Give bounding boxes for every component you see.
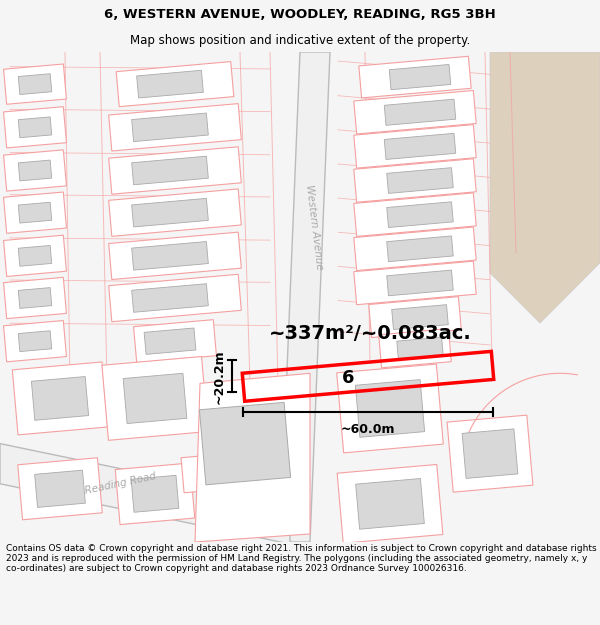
Polygon shape <box>131 476 179 512</box>
Polygon shape <box>13 362 107 435</box>
Polygon shape <box>199 402 290 485</box>
Polygon shape <box>131 156 208 185</box>
Polygon shape <box>356 479 424 529</box>
Polygon shape <box>144 328 196 354</box>
Polygon shape <box>137 70 203 98</box>
Polygon shape <box>354 193 476 236</box>
Text: 6, WESTERN AVENUE, WOODLEY, READING, RG5 3BH: 6, WESTERN AVENUE, WOODLEY, READING, RG5… <box>104 8 496 21</box>
Polygon shape <box>115 463 195 524</box>
Polygon shape <box>359 56 471 98</box>
Polygon shape <box>384 133 456 159</box>
Polygon shape <box>0 444 290 544</box>
Polygon shape <box>387 202 453 228</box>
Text: ~60.0m: ~60.0m <box>341 422 395 436</box>
Polygon shape <box>131 113 208 142</box>
Polygon shape <box>109 232 241 279</box>
Polygon shape <box>379 329 451 367</box>
Polygon shape <box>18 117 52 138</box>
Text: 6: 6 <box>342 369 354 388</box>
Polygon shape <box>384 99 456 125</box>
Polygon shape <box>18 202 52 223</box>
Polygon shape <box>280 52 330 542</box>
Polygon shape <box>109 147 241 194</box>
Polygon shape <box>109 274 241 322</box>
Polygon shape <box>397 338 443 359</box>
Polygon shape <box>116 62 234 107</box>
Polygon shape <box>392 304 448 329</box>
Polygon shape <box>387 270 453 296</box>
Polygon shape <box>18 246 52 266</box>
Text: ~20.2m: ~20.2m <box>213 349 226 404</box>
Polygon shape <box>131 241 208 270</box>
Polygon shape <box>490 52 600 323</box>
Polygon shape <box>354 227 476 271</box>
Polygon shape <box>354 159 476 202</box>
Polygon shape <box>181 454 219 493</box>
Polygon shape <box>18 160 52 181</box>
Polygon shape <box>195 373 310 542</box>
Polygon shape <box>447 415 533 492</box>
Text: Map shows position and indicative extent of the property.: Map shows position and indicative extent… <box>130 34 470 47</box>
Polygon shape <box>387 168 453 193</box>
Polygon shape <box>369 297 461 338</box>
Polygon shape <box>102 356 208 440</box>
Polygon shape <box>354 124 476 168</box>
Text: Contains OS data © Crown copyright and database right 2021. This information is : Contains OS data © Crown copyright and d… <box>6 544 596 574</box>
Polygon shape <box>354 261 476 305</box>
Text: Western Avenue: Western Avenue <box>304 184 324 271</box>
Polygon shape <box>109 189 241 236</box>
Polygon shape <box>18 331 52 352</box>
Polygon shape <box>18 74 52 94</box>
Polygon shape <box>387 236 453 262</box>
Polygon shape <box>4 278 67 319</box>
Polygon shape <box>134 319 217 362</box>
Polygon shape <box>131 284 208 312</box>
Polygon shape <box>18 458 102 520</box>
Polygon shape <box>4 192 67 233</box>
Polygon shape <box>389 64 451 90</box>
Polygon shape <box>109 104 241 151</box>
Polygon shape <box>18 288 52 308</box>
Polygon shape <box>354 91 476 134</box>
Polygon shape <box>35 470 85 508</box>
Polygon shape <box>123 373 187 424</box>
Polygon shape <box>31 376 89 420</box>
Polygon shape <box>4 64 67 104</box>
Polygon shape <box>4 150 67 191</box>
Polygon shape <box>4 321 67 362</box>
Text: ~337m²/~0.083ac.: ~337m²/~0.083ac. <box>269 324 472 342</box>
Polygon shape <box>355 379 425 438</box>
Polygon shape <box>337 464 443 543</box>
Polygon shape <box>462 429 518 478</box>
Polygon shape <box>4 107 67 148</box>
Polygon shape <box>131 198 208 227</box>
Polygon shape <box>337 364 443 453</box>
Polygon shape <box>4 235 67 276</box>
Text: Reading Road: Reading Road <box>83 471 157 496</box>
